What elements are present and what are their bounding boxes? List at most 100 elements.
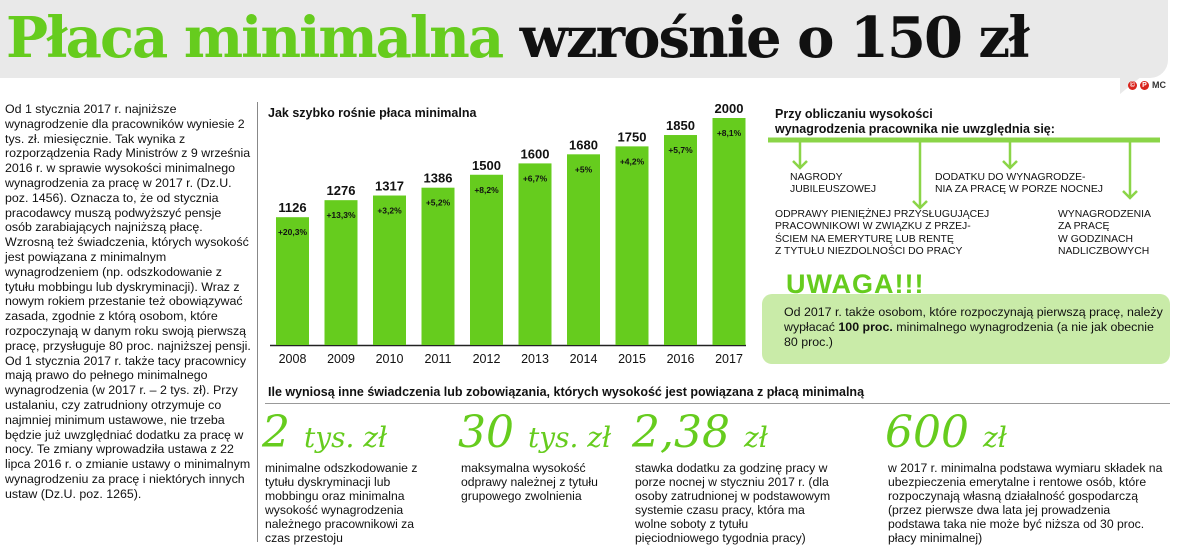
benefit-value-4: 600 zł bbox=[885, 410, 1007, 461]
exclusion-line: PRACOWNIKOWI W ZWIĄZKU Z PRZEJ- bbox=[775, 221, 971, 233]
notice-text-part: Od 2017 r. także osobom, które rozpoczyn… bbox=[784, 305, 1163, 334]
benefit-desc-4: w 2017 r. minimalna podstawa wymiaru skł… bbox=[888, 461, 1163, 545]
exclusion-line: NADLICZBOWYCH bbox=[1058, 246, 1150, 258]
bar-value-label: 1386 bbox=[424, 171, 453, 186]
exclusion-line: ODPRAWY PIENIĘŻNEJ PRZYSŁUGUJĄCEJ bbox=[775, 209, 990, 220]
exclusions-title-line-2: wynagrodzenia pracownika nie uwzględnia … bbox=[775, 122, 1055, 136]
bar-value-label: 1126 bbox=[278, 200, 306, 215]
benefit-unit: zł bbox=[982, 421, 1007, 454]
exclusions-arrows bbox=[768, 137, 1160, 210]
bar-value-label: 1500 bbox=[472, 158, 501, 173]
x-tick-label: 2009 bbox=[327, 352, 355, 366]
arrow-down-icon bbox=[792, 142, 808, 170]
x-tick-label: 2015 bbox=[618, 352, 646, 366]
bar-growth-label: +8,1% bbox=[717, 128, 742, 138]
exclusion-item-retirement-severance: ODPRAWY PIENIĘŻNEJ PRZYSŁUGUJĄCEJ PRACOW… bbox=[775, 209, 989, 259]
bar-value-label: 1850 bbox=[666, 118, 695, 133]
notice-text-bold: 100 proc. bbox=[838, 320, 893, 334]
bar-growth-label: +3,2% bbox=[377, 206, 402, 216]
bar-value-label: 1750 bbox=[618, 129, 647, 144]
page-title: Płaca minimalna wzrośnie o 150 zł bbox=[6, 2, 1030, 74]
bar-growth-label: +5,7% bbox=[668, 145, 693, 155]
bar-2009 bbox=[324, 200, 358, 345]
exclusions-title: Przy obliczaniu wysokości wynagrodzenia … bbox=[775, 107, 1135, 137]
bar-2012 bbox=[470, 174, 503, 345]
column-divider bbox=[257, 102, 258, 542]
bar-2014 bbox=[567, 154, 600, 345]
bar-growth-label: +5,2% bbox=[426, 198, 451, 208]
benefits-title: Ile wyniosą inne świadczenia lub zobowią… bbox=[268, 385, 865, 399]
exclusion-item-jubilee: NAGRODY JUBILEUSZOWEJ bbox=[790, 172, 876, 197]
benefit-number: 30 bbox=[458, 407, 514, 458]
bar-growth-label: +20,3% bbox=[278, 227, 308, 237]
bar-growth-label: +8,2% bbox=[474, 185, 499, 195]
benefit-number: 2,38 bbox=[632, 407, 730, 458]
exclusion-line: WYNAGRODZENIA bbox=[1058, 209, 1151, 220]
notice-box bbox=[762, 294, 1170, 364]
bar-2015 bbox=[615, 146, 649, 345]
article-body: Od 1 stycznia 2017 r. najniższe wynagrod… bbox=[5, 102, 251, 501]
exclusion-line: JUBILEUSZOWEJ bbox=[790, 184, 877, 196]
exclusion-item-overtime: WYNAGRODZENIA ZA PRACĘ W GODZINACH NADLI… bbox=[1058, 209, 1151, 259]
bar-value-label: 1276 bbox=[327, 183, 356, 198]
notice-title: UWAGA!!! bbox=[786, 269, 925, 299]
exclusion-line: NAGRODY bbox=[790, 172, 843, 183]
exclusion-item-night-bonus: DODATKU DO WYNAGRODZE- NIA ZA PRACĘ W PO… bbox=[935, 172, 1103, 197]
bar-growth-label: +13,3% bbox=[326, 210, 356, 220]
header-band bbox=[0, 0, 1168, 78]
exclusion-line: NIA ZA PRACĘ W PORZE NOCNEJ bbox=[935, 184, 1104, 196]
x-tick-label: 2016 bbox=[667, 352, 695, 366]
x-tick-label: 2013 bbox=[521, 352, 549, 366]
bar-growth-label: +4,2% bbox=[620, 156, 645, 166]
benefit-unit: tys. zł bbox=[528, 421, 612, 454]
benefits-divider bbox=[265, 403, 1170, 404]
x-tick-label: 2011 bbox=[425, 352, 452, 366]
x-tick-label: 2017 bbox=[715, 352, 743, 366]
credit: © P MC bbox=[1128, 80, 1166, 90]
x-tick-label: 2008 bbox=[279, 352, 307, 366]
bar-growth-label: +5% bbox=[575, 164, 593, 174]
bar-value-label: 1600 bbox=[521, 146, 550, 161]
publisher-mark-icon: P bbox=[1140, 80, 1149, 90]
chart-title: Jak szybko rośnie płaca minimalna bbox=[268, 106, 477, 120]
exclusion-line: Z TYTUŁU NIEZDOLNOŚCI DO PRACY bbox=[775, 246, 963, 258]
bar-2008 bbox=[276, 217, 309, 345]
arrow-down-icon bbox=[912, 142, 928, 210]
exclusion-line: W GODZINACH bbox=[1058, 233, 1134, 245]
bar-2016 bbox=[664, 135, 697, 345]
benefit-number: 600 bbox=[885, 407, 969, 458]
bar-value-label: 2000 bbox=[715, 101, 744, 116]
benefit-desc-3: stawka dodatku za godzinę pracy w porze … bbox=[635, 461, 831, 545]
benefit-value-3: 2,38 zł bbox=[632, 410, 768, 461]
benefit-value-1: 2 tys. zł bbox=[262, 410, 387, 461]
bar-2011 bbox=[421, 187, 455, 345]
x-tick-label: 2014 bbox=[570, 352, 598, 366]
benefit-unit: tys. zł bbox=[304, 421, 388, 454]
bar-growth-label: +6,7% bbox=[523, 173, 548, 183]
x-tick-label: 2012 bbox=[473, 352, 501, 366]
notice-text-part: minimalnego wynagrodzenia (a nie jak obe… bbox=[784, 320, 1154, 349]
arrow-down-icon bbox=[1122, 142, 1138, 200]
benefit-unit: zł bbox=[743, 421, 768, 454]
title-dark-part: wzrośnie o 150 zł bbox=[519, 5, 1030, 71]
benefit-desc-1: minimalne odszkodowanie z tytułu dyskrym… bbox=[265, 461, 418, 545]
credit-text: MC bbox=[1152, 80, 1166, 90]
copyright-mark-icon: © bbox=[1128, 80, 1137, 90]
x-tick-label: 2010 bbox=[376, 352, 404, 366]
bar-2017 bbox=[712, 118, 746, 345]
benefit-desc-2: maksymalna wysokość odprawy należnej z t… bbox=[461, 461, 598, 503]
benefit-number: 2 bbox=[262, 407, 290, 458]
notice-text: Od 2017 r. także osobom, które rozpoczyn… bbox=[784, 305, 1164, 350]
arrow-down-icon bbox=[1002, 142, 1018, 170]
bar-2013 bbox=[518, 163, 552, 345]
exclusion-line: ZA PRACĘ bbox=[1058, 221, 1110, 233]
bar-value-label: 1317 bbox=[375, 179, 404, 194]
exclusions-title-line-1: Przy obliczaniu wysokości bbox=[775, 107, 933, 121]
bar-chart: 1126 +20,3% 2008 1276 +13,3% 2009 1317 +3,2% 201… bbox=[270, 101, 746, 366]
exclusion-line: DODATKU DO WYNAGRODZE- bbox=[935, 172, 1086, 183]
bar-2010 bbox=[373, 195, 406, 345]
bar-value-label: 1680 bbox=[569, 137, 598, 152]
exclusion-line: ŚCIEM NA EMERYTURĘ LUB RENTĘ bbox=[775, 233, 954, 245]
arrow-icon bbox=[792, 142, 1138, 210]
benefit-value-2: 30 tys. zł bbox=[458, 410, 611, 461]
